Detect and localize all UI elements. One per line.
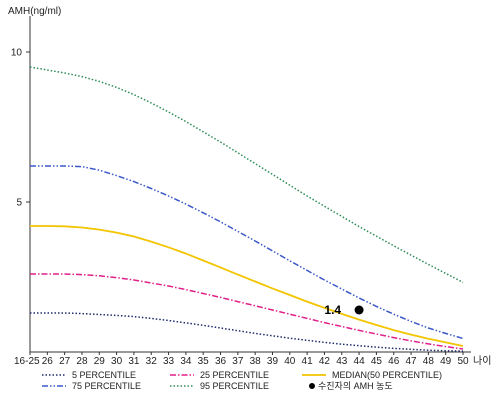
legend-patient-label: 수진자의 AMH 농도 xyxy=(318,381,393,391)
x-tick-label: 35 xyxy=(198,356,210,367)
x-ticks: 16-25 26 27 28 29 30 31 32 33 34 35 36 37 38 39 40 41 42 4… xyxy=(14,352,469,367)
x-tick-label: 49 xyxy=(440,356,452,367)
x-axis-title: 나이 xyxy=(473,355,491,367)
x-tick-label: 39 xyxy=(267,356,279,367)
y-tick-label: 10 xyxy=(11,48,23,59)
series-line-75-percentile xyxy=(30,165,464,340)
x-tick-label: 42 xyxy=(319,356,331,367)
x-tick-label: 31 xyxy=(128,356,140,367)
x-tick-label: 47 xyxy=(405,356,417,367)
series-lines xyxy=(29,66,464,352)
series-line-median-50-percentile xyxy=(30,225,464,347)
x-tick-label: 32 xyxy=(146,356,158,367)
x-tick-label: 28 xyxy=(76,356,88,367)
legend-label: 75 PERCENTILE xyxy=(72,381,141,391)
legend-label: MEDIAN(50 PERCENTILE) xyxy=(332,370,442,380)
patient-point xyxy=(354,305,364,315)
x-tick-label: 34 xyxy=(180,356,192,367)
x-tick-label: 50 xyxy=(457,356,469,367)
x-tick-label: 46 xyxy=(388,356,400,367)
x-tick-label: 43 xyxy=(336,356,348,367)
axes xyxy=(29,16,471,353)
x-tick-label: 40 xyxy=(284,356,296,367)
x-tick-label: 41 xyxy=(302,356,314,367)
legend: 5 PERCENTILE 25 PERCENTILE MEDIAN(50 PERCE… xyxy=(42,370,442,391)
x-tick-label: 37 xyxy=(232,356,244,367)
x-tick-label: 27 xyxy=(59,356,71,367)
x-tick-label: 30 xyxy=(111,356,123,367)
patient-value-label: 1.4 xyxy=(324,303,341,317)
series-line-25-percentile xyxy=(30,273,464,350)
y-ticks: 5 10 xyxy=(11,48,30,209)
y-axis-title: AMH(ng/ml) xyxy=(8,6,61,17)
patient-marker: 1.4 xyxy=(324,303,364,317)
y-tick-label: 5 xyxy=(16,198,22,209)
legend-patient-dot xyxy=(309,383,315,389)
series-line-95-percentile xyxy=(29,66,464,284)
legend-label: 95 PERCENTILE xyxy=(200,381,269,391)
series-line-5-percentile xyxy=(30,312,464,352)
x-tick-label: 33 xyxy=(163,356,175,367)
x-tick-label: 26 xyxy=(42,356,54,367)
legend-label: 25 PERCENTILE xyxy=(200,370,269,380)
x-tick-label: 16-25 xyxy=(14,356,40,367)
x-tick-label: 29 xyxy=(94,356,106,367)
x-tick-label: 44 xyxy=(354,356,366,367)
legend-label: 5 PERCENTILE xyxy=(72,370,136,380)
x-tick-label: 36 xyxy=(215,356,227,367)
x-tick-label: 45 xyxy=(371,356,383,367)
x-tick-label: 48 xyxy=(423,356,435,367)
x-tick-label: 38 xyxy=(250,356,262,367)
